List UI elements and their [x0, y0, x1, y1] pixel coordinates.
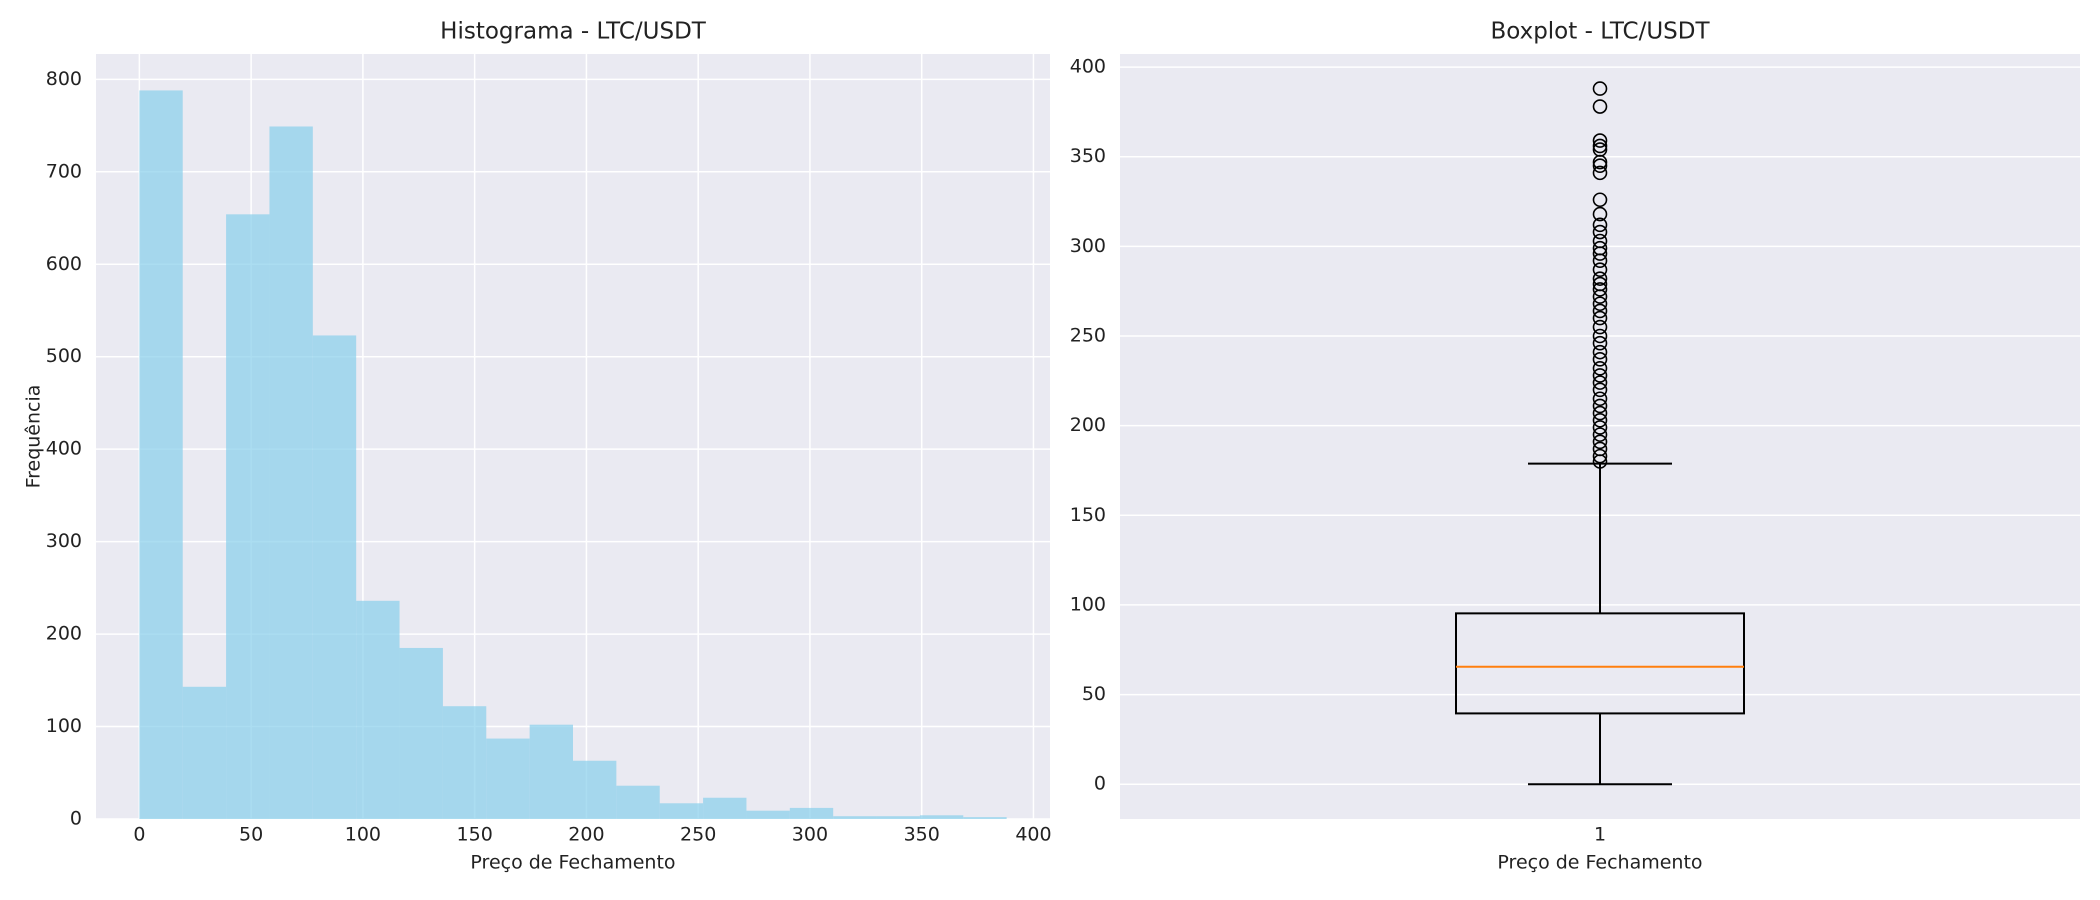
- x-axis-label: Preço de Fechamento: [470, 852, 675, 874]
- outlier: [1592, 262, 1608, 277]
- outlier: [1592, 138, 1608, 154]
- y-tick-label: 400: [1070, 56, 1106, 78]
- y-tick-label: 600: [46, 253, 82, 275]
- histogram-bar: [399, 647, 443, 819]
- outlier: [1592, 271, 1608, 286]
- y-tick-label: 300: [1070, 235, 1106, 257]
- outlier: [1592, 133, 1608, 148]
- outlier: [1592, 344, 1608, 360]
- outlier: [1592, 427, 1608, 442]
- x-tick-label: 150: [457, 824, 493, 846]
- outlier: [1592, 368, 1608, 383]
- histogram-bar: [529, 724, 573, 819]
- y-tick-label: 150: [1070, 504, 1106, 526]
- histogram-bar: [919, 815, 964, 819]
- outlier: [1592, 398, 1608, 414]
- x-tick-label: 350: [904, 824, 940, 846]
- y-tick-label: 400: [46, 438, 82, 460]
- histogram-bar: [659, 803, 704, 819]
- outlier: [1592, 246, 1608, 261]
- outlier: [1592, 303, 1608, 319]
- outlier: [1592, 296, 1608, 312]
- histogram-bar: [486, 738, 530, 819]
- outlier: [1592, 382, 1608, 398]
- outlier: [1592, 224, 1608, 240]
- outlier: [1592, 412, 1608, 428]
- chart-title: Histograma - LTC/USDT: [440, 19, 707, 45]
- y-tick-label: 200: [46, 623, 82, 645]
- plot-area: [1120, 54, 2080, 819]
- outlier: [1592, 360, 1608, 376]
- y-tick-label: 0: [1094, 773, 1106, 795]
- outlier: [1592, 282, 1608, 297]
- histogram-bar: [833, 816, 877, 819]
- y-tick-label: 500: [46, 345, 82, 367]
- histogram-bar: [616, 785, 660, 819]
- box: [1455, 612, 1745, 715]
- histogram-bar: [963, 817, 1007, 819]
- histogram-bar: [703, 797, 747, 819]
- histogram-bar: [356, 600, 400, 819]
- outlier: [1592, 310, 1608, 326]
- chart-title: Boxplot - LTC/USDT: [1490, 19, 1710, 45]
- outlier: [1592, 154, 1608, 170]
- y-tick-label: 100: [46, 715, 82, 737]
- outlier: [1592, 375, 1608, 390]
- y-tick-label: 700: [46, 160, 82, 182]
- outlier: [1592, 206, 1608, 222]
- y-tick-label: 800: [46, 68, 82, 90]
- outlier: [1592, 289, 1608, 304]
- x-tick-label: 50: [239, 824, 263, 846]
- x-axis-label: Preço de Fechamento: [1497, 852, 1702, 874]
- outlier: [1592, 253, 1608, 269]
- x-tick-label: 400: [1015, 824, 1051, 846]
- y-tick-label: 350: [1070, 145, 1106, 167]
- histogram-bar: [139, 90, 183, 819]
- x-tick-label: 250: [680, 824, 716, 846]
- outlier: [1592, 448, 1608, 464]
- histogram-bar: [269, 126, 313, 820]
- outlier: [1592, 192, 1608, 208]
- histogram-bar: [182, 686, 227, 819]
- y-tick-label: 100: [1070, 593, 1106, 615]
- outlier: [1592, 434, 1608, 450]
- outlier: [1592, 319, 1608, 335]
- outlier: [1592, 158, 1608, 173]
- outlier: [1592, 217, 1608, 233]
- outlier: [1592, 99, 1608, 114]
- outlier: [1592, 352, 1608, 367]
- y-tick-label: 50: [1082, 683, 1106, 705]
- outlier: [1592, 328, 1608, 344]
- outlier: [1592, 454, 1608, 469]
- histogram-bar: [226, 214, 270, 819]
- outlier: [1592, 405, 1608, 421]
- x-tick-label: 0: [133, 824, 145, 846]
- y-tick-label: 250: [1070, 325, 1106, 347]
- x-tick-label: 100: [345, 824, 381, 846]
- histogram-bar: [573, 760, 617, 819]
- histogram-bar: [746, 810, 790, 819]
- outlier: [1592, 335, 1608, 351]
- histogram-bar: [312, 335, 357, 819]
- y-tick-label: 0: [70, 808, 82, 830]
- y-axis-label: Frequência: [23, 385, 45, 489]
- outlier: [1592, 81, 1608, 96]
- y-tick-label: 200: [1070, 414, 1106, 436]
- outlier: [1592, 420, 1608, 435]
- outlier: [1592, 165, 1608, 181]
- histogram-bar: [876, 816, 920, 819]
- histogram-bar: [442, 706, 487, 819]
- x-tick-label: 200: [568, 824, 604, 846]
- x-tick-label: 1: [1594, 824, 1606, 846]
- outlier: [1592, 391, 1608, 407]
- y-tick-label: 300: [46, 530, 82, 552]
- histogram-bar: [789, 807, 834, 819]
- x-tick-label: 300: [792, 824, 828, 846]
